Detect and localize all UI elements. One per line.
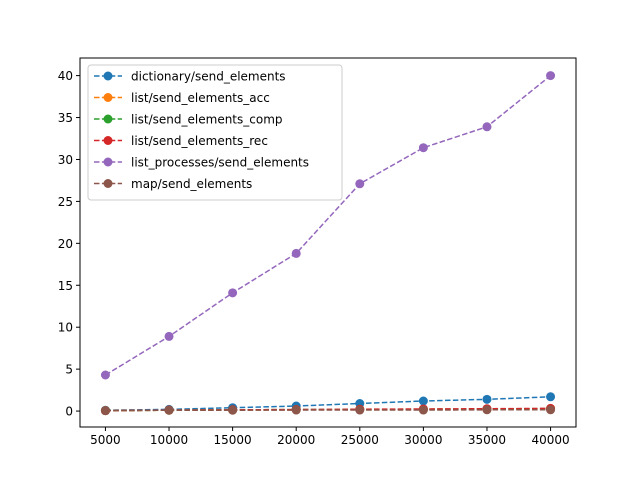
x-tick-label: 5000 (90, 433, 121, 447)
legend-marker-5 (103, 179, 113, 188)
legend-label-4: list_processes/send_elements (131, 156, 309, 170)
series-0-point (546, 392, 556, 402)
y-tick-label: 10 (58, 321, 73, 335)
series-line-5 (105, 409, 551, 412)
legend-label-0: dictionary/send_elements (131, 70, 286, 84)
series-5-point (291, 405, 301, 415)
x-tick-label: 25000 (341, 433, 379, 447)
series-0-point (418, 396, 428, 406)
series-line-4 (105, 75, 552, 376)
y-tick-label: 30 (58, 153, 73, 167)
y-tick-label: 40 (58, 69, 73, 83)
legend-marker-3 (103, 136, 113, 145)
y-tick-label: 5 (65, 363, 73, 377)
series-5-point (355, 405, 365, 415)
legend-marker-1 (103, 93, 113, 102)
legend-marker-0 (103, 71, 113, 81)
legend-label-1: list/send_elements_acc (131, 91, 270, 105)
plot-area (100, 71, 556, 416)
axes: 5000 10000 15000 20000 25000 30000 35000 40000 0… (58, 57, 577, 447)
series-4-point (291, 248, 301, 258)
legend-label-3: list/send_elements_rec (131, 134, 268, 148)
series-5-point (546, 405, 556, 415)
series-5-point (100, 406, 110, 416)
x-tick-label: 30000 (404, 433, 442, 447)
legend-label-2: list/send_elements_comp (131, 113, 283, 127)
x-tick-label: 35000 (468, 433, 506, 447)
series-4-point (228, 288, 238, 298)
series-5-point (418, 405, 428, 415)
series-4-point (164, 331, 174, 341)
y-tick-label: 25 (58, 195, 73, 209)
legend: dictionary/send_elements list/send_elemen… (87, 64, 343, 201)
series-4-point (482, 122, 492, 132)
series-4-point (418, 143, 428, 153)
legend-marker-2 (103, 114, 113, 124)
y-tick-label: 35 (58, 111, 73, 125)
y-tick-label: 0 (65, 405, 73, 419)
x-tick-label: 40000 (531, 433, 569, 447)
legend-box (87, 64, 343, 201)
axes-frame (79, 57, 577, 428)
x-tick-label: 20000 (277, 433, 315, 447)
series-0-point (482, 394, 492, 404)
series-4-point (355, 179, 365, 189)
x-tick-label: 15000 (214, 433, 252, 447)
series-4-point (100, 370, 110, 380)
series-5-point (482, 405, 492, 415)
y-tick-label: 15 (58, 279, 73, 293)
legend-label-5: map/send_elements (131, 177, 252, 191)
series-5-point (164, 405, 174, 415)
y-tick-label: 20 (58, 237, 73, 251)
series-line-0 (105, 396, 551, 411)
series-5-point (228, 405, 238, 415)
series-4-point (546, 71, 556, 81)
legend-marker-4 (103, 157, 113, 167)
x-tick-label: 10000 (150, 433, 188, 447)
